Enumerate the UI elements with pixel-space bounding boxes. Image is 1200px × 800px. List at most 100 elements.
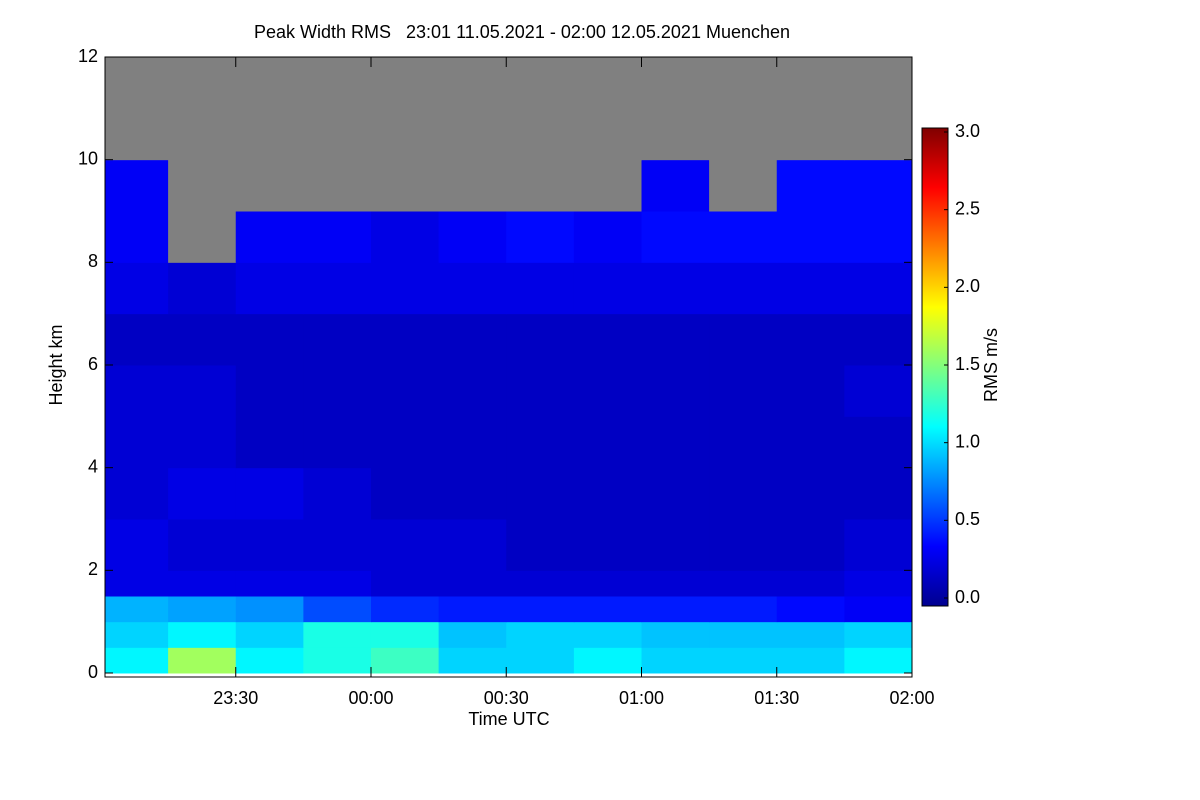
heatmap-cell: [506, 365, 575, 417]
heatmap-cell: [641, 570, 710, 597]
chart-title: Peak Width RMS 23:01 11.05.2021 - 02:00 …: [254, 22, 790, 42]
heatmap-cell: [776, 596, 845, 623]
heatmap-cell: [776, 365, 845, 417]
heatmap-cell: [235, 262, 304, 315]
heatmap-cell: [844, 519, 913, 571]
heatmap-cell: [168, 159, 237, 212]
heatmap-cell: [438, 57, 507, 161]
heatmap-cell: [506, 211, 575, 263]
heatmap-cell: [776, 647, 845, 674]
heatmap-cell: [709, 467, 778, 520]
colorbar-tick-label: 3.0: [955, 121, 980, 141]
heatmap-cell: [168, 313, 237, 366]
y-tick-label: 2: [88, 559, 98, 579]
heatmap-cell: [105, 313, 169, 366]
heatmap-cell: [844, 621, 913, 648]
heatmap-cell: [168, 416, 237, 469]
heatmap-cell: [168, 570, 237, 597]
heatmap-cell: [844, 570, 913, 597]
heatmap-cell: [844, 159, 913, 212]
heatmap-cell: [641, 159, 710, 212]
heatmap-cell: [776, 416, 845, 469]
x-axis-label: Time UTC: [468, 709, 549, 729]
heatmap-cell: [709, 596, 778, 623]
heatmap-cell: [235, 211, 304, 263]
heatmap-cell: [105, 365, 169, 417]
colorbar-tick-label: 2.5: [955, 198, 980, 218]
heatmap-cell: [573, 416, 642, 469]
heatmap-cell: [573, 570, 642, 597]
heatmap-cell: [168, 365, 237, 417]
heatmap-cell: [370, 159, 440, 212]
heatmap-cell: [709, 211, 778, 263]
heatmap-cell: [168, 211, 237, 263]
heatmap-cell: [370, 621, 440, 648]
heatmap-cell: [573, 467, 642, 520]
heatmap-cell: [370, 57, 440, 161]
y-tick-label: 4: [88, 456, 98, 476]
heatmap-cell: [641, 365, 710, 417]
heatmap-cell: [438, 159, 507, 212]
heatmap-cell: [438, 365, 507, 417]
y-axis-label: Height km: [46, 324, 66, 405]
heatmap-cell: [776, 262, 845, 315]
heatmap-cell: [303, 262, 372, 315]
heatmap-cell: [303, 365, 372, 417]
heatmap-cell: [776, 519, 845, 571]
heatmap-cell: [506, 596, 575, 623]
heatmap-cell: [573, 262, 642, 315]
plot-frame: [104, 56, 913, 678]
heatmap-cell: [844, 416, 913, 469]
heatmap-cell: [573, 365, 642, 417]
heatmap-cell: [438, 313, 507, 366]
heatmap-cell: [506, 467, 575, 520]
heatmap-cell: [235, 416, 304, 469]
heatmap-cell: [776, 570, 845, 597]
heatmap-cell: [506, 647, 575, 674]
heatmap-cell: [303, 416, 372, 469]
heatmap-cell: [641, 416, 710, 469]
heatmap-cell: [105, 570, 169, 597]
heatmap-cell: [844, 262, 913, 315]
x-tick-label: 00:00: [348, 688, 393, 708]
x-tick-label: 23:30: [213, 688, 258, 708]
x-tick-label: 01:00: [619, 688, 664, 708]
heatmap-cell: [844, 647, 913, 674]
heatmap-cell: [438, 621, 507, 648]
heatmap-cell: [303, 159, 372, 212]
heatmap-cell: [370, 365, 440, 417]
heatmap-cell: [235, 596, 304, 623]
heatmap-cell: [168, 519, 237, 571]
heatmap-cell: [641, 211, 710, 263]
heatmap-cell: [844, 313, 913, 366]
heatmap-cell: [370, 467, 440, 520]
heatmap-cell: [235, 467, 304, 520]
heatmap-cell: [370, 596, 440, 623]
heatmap-cell: [235, 313, 304, 366]
y-tick-label: 0: [88, 662, 98, 682]
heatmap-cell: [105, 416, 169, 469]
heatmap-cell: [776, 159, 845, 212]
heatmap-cell: [235, 570, 304, 597]
colorbar-tick-label: 0.0: [955, 587, 980, 607]
heatmap-cell: [506, 621, 575, 648]
heatmap-cell: [370, 313, 440, 366]
heatmap-cell: [776, 211, 845, 263]
heatmap-cell: [709, 262, 778, 315]
heatmap-cell: [235, 365, 304, 417]
colorbar-label: RMS m/s: [981, 328, 1001, 402]
heatmap-cell: [303, 621, 372, 648]
x-tick-label: 00:30: [484, 688, 529, 708]
y-tick-label: 8: [88, 251, 98, 271]
heatmap-cell: [303, 570, 372, 597]
heatmap-cell: [105, 159, 169, 212]
heatmap-cell: [641, 467, 710, 520]
heatmap-cell: [370, 262, 440, 315]
heatmap-cell: [506, 519, 575, 571]
heatmap-cell: [573, 519, 642, 571]
heatmap-cell: [303, 647, 372, 674]
heatmap-cell: [506, 313, 575, 366]
heatmap-cell: [641, 596, 710, 623]
heatmap-cell: [844, 467, 913, 520]
